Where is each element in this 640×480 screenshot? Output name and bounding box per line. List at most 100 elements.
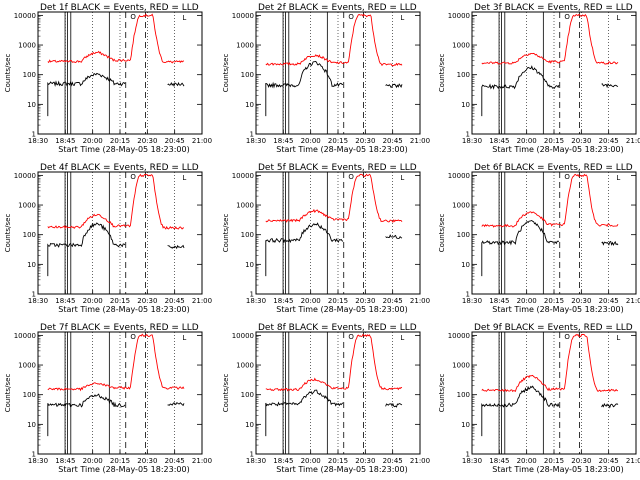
y-tick-label: 100	[241, 391, 254, 399]
flag-label: L	[616, 14, 620, 22]
x-tick-label: 20:30	[137, 137, 157, 145]
flag-label: L	[616, 334, 620, 342]
flag-label: L	[400, 14, 404, 22]
x-axis-label: Start Time (28-May-05 18:23:00)	[276, 145, 407, 154]
x-tick-label: 20:15	[328, 137, 348, 145]
x-tick-label: 20:15	[110, 137, 130, 145]
x-tick-label: 20:15	[544, 457, 564, 465]
y-axis-label: Counts/sec	[4, 214, 12, 253]
x-tick-label: 20:30	[137, 297, 157, 305]
x-tick-label: 20:00	[517, 457, 537, 465]
series-events-line	[265, 389, 403, 437]
y-tick-label: 1000	[236, 202, 254, 210]
x-tick-label: 20:45	[599, 297, 619, 305]
y-axis-label: Counts/sec	[222, 374, 230, 413]
y-axis-label: Counts/sec	[4, 374, 12, 413]
x-tick-label: 18:45	[489, 137, 509, 145]
y-tick-label: 10000	[448, 12, 470, 20]
y-tick-label: 10000	[14, 172, 36, 180]
y-tick-label: 1	[250, 291, 254, 299]
panel-1: Det 1f BLACK = Events, RED = LLD 1 10 100 10…	[4, 3, 212, 154]
x-tick-label: 18:30	[462, 297, 482, 305]
panel-title: Det 5f BLACK = Events, RED = LLD	[258, 163, 417, 173]
x-tick-label: 20:00	[83, 457, 103, 465]
series-events-line	[481, 385, 619, 437]
y-tick-label: 1	[32, 131, 36, 139]
x-tick-label: 21:00	[410, 137, 430, 145]
y-tick-label: 1	[466, 451, 470, 459]
x-tick-label: 18:45	[55, 297, 75, 305]
x-tick-label: 20:45	[165, 457, 185, 465]
y-axis-label: Counts/sec	[222, 214, 230, 253]
x-tick-label: 20:30	[355, 297, 375, 305]
panel-title: Det 4f BLACK = Events, RED = LLD	[40, 163, 199, 173]
x-axis-label: Start Time (28-May-05 18:23:00)	[58, 305, 189, 314]
panel-title: Det 7f BLACK = Events, RED = LLD	[40, 323, 199, 333]
panel-4: Det 4f BLACK = Events, RED = LLD 1 10 100 10…	[4, 163, 212, 314]
y-tick-label: 10000	[14, 12, 36, 20]
x-axis-label: Start Time (28-May-05 18:23:00)	[492, 465, 623, 474]
y-tick-label: 1000	[452, 362, 470, 370]
legend-mark: O	[130, 173, 136, 181]
y-tick-label: 100	[23, 391, 36, 399]
x-tick-label: 20:15	[544, 297, 564, 305]
y-tick-label: 10000	[448, 172, 470, 180]
x-tick-label: 21:00	[626, 297, 640, 305]
y-axis-label: Counts/sec	[438, 374, 446, 413]
y-tick-label: 10	[27, 101, 36, 109]
x-tick-label: 20:15	[328, 297, 348, 305]
x-tick-label: 20:45	[165, 137, 185, 145]
series-events-line	[265, 222, 403, 277]
series-lld-line	[47, 333, 185, 392]
x-tick-label: 20:00	[301, 297, 321, 305]
y-tick-label: 1	[250, 131, 254, 139]
x-tick-label: 18:30	[28, 137, 48, 145]
panel-2: Det 2f BLACK = Events, RED = LLD 1 10 100 10…	[222, 3, 430, 154]
x-tick-label: 21:00	[626, 457, 640, 465]
x-axis-label: Start Time (28-May-05 18:23:00)	[58, 465, 189, 474]
panel-9: Det 9f BLACK = Events, RED = LLD 1 10 100 10…	[438, 323, 640, 474]
x-tick-label: 20:45	[599, 137, 619, 145]
x-tick-label: 20:00	[83, 137, 103, 145]
legend-mark: O	[564, 173, 570, 181]
series-lld-line	[47, 173, 185, 230]
panel-8: Det 8f BLACK = Events, RED = LLD 1 10 100 10…	[222, 323, 430, 474]
x-tick-label: 18:30	[462, 137, 482, 145]
x-tick-label: 18:45	[489, 297, 509, 305]
series-lld-line	[265, 333, 403, 392]
y-tick-label: 100	[23, 231, 36, 239]
x-axis-label: Start Time (28-May-05 18:23:00)	[276, 305, 407, 314]
y-tick-label: 1	[32, 451, 36, 459]
y-tick-label: 10	[27, 261, 36, 269]
x-tick-label: 20:30	[571, 297, 591, 305]
legend-mark: O	[564, 333, 570, 341]
x-axis-label: Start Time (28-May-05 18:23:00)	[276, 465, 407, 474]
flag-label: L	[400, 174, 404, 182]
series-lld-line	[47, 13, 185, 64]
series-lld-line	[481, 13, 619, 65]
x-tick-label: 20:45	[383, 457, 403, 465]
x-tick-label: 20:45	[383, 297, 403, 305]
y-tick-label: 100	[241, 231, 254, 239]
x-tick-label: 20:00	[83, 297, 103, 305]
y-tick-label: 1000	[452, 202, 470, 210]
y-axis-label: Counts/sec	[4, 54, 12, 93]
legend-mark: O	[130, 333, 136, 341]
series-events-line	[481, 65, 619, 117]
y-tick-label: 1000	[236, 362, 254, 370]
x-tick-label: 20:00	[301, 137, 321, 145]
x-tick-label: 20:30	[571, 137, 591, 145]
x-tick-label: 20:45	[165, 297, 185, 305]
x-tick-label: 20:30	[137, 457, 157, 465]
series-events-line	[47, 222, 185, 277]
series-events-line	[47, 72, 185, 117]
y-tick-label: 100	[241, 71, 254, 79]
panel-3: Det 3f BLACK = Events, RED = LLD 1 10 100 10…	[438, 3, 640, 154]
y-tick-label: 1000	[18, 42, 36, 50]
series-events-line	[47, 393, 185, 437]
x-tick-label: 18:45	[489, 457, 509, 465]
y-tick-label: 10	[461, 101, 470, 109]
x-tick-label: 20:00	[301, 457, 321, 465]
y-tick-label: 1000	[452, 42, 470, 50]
